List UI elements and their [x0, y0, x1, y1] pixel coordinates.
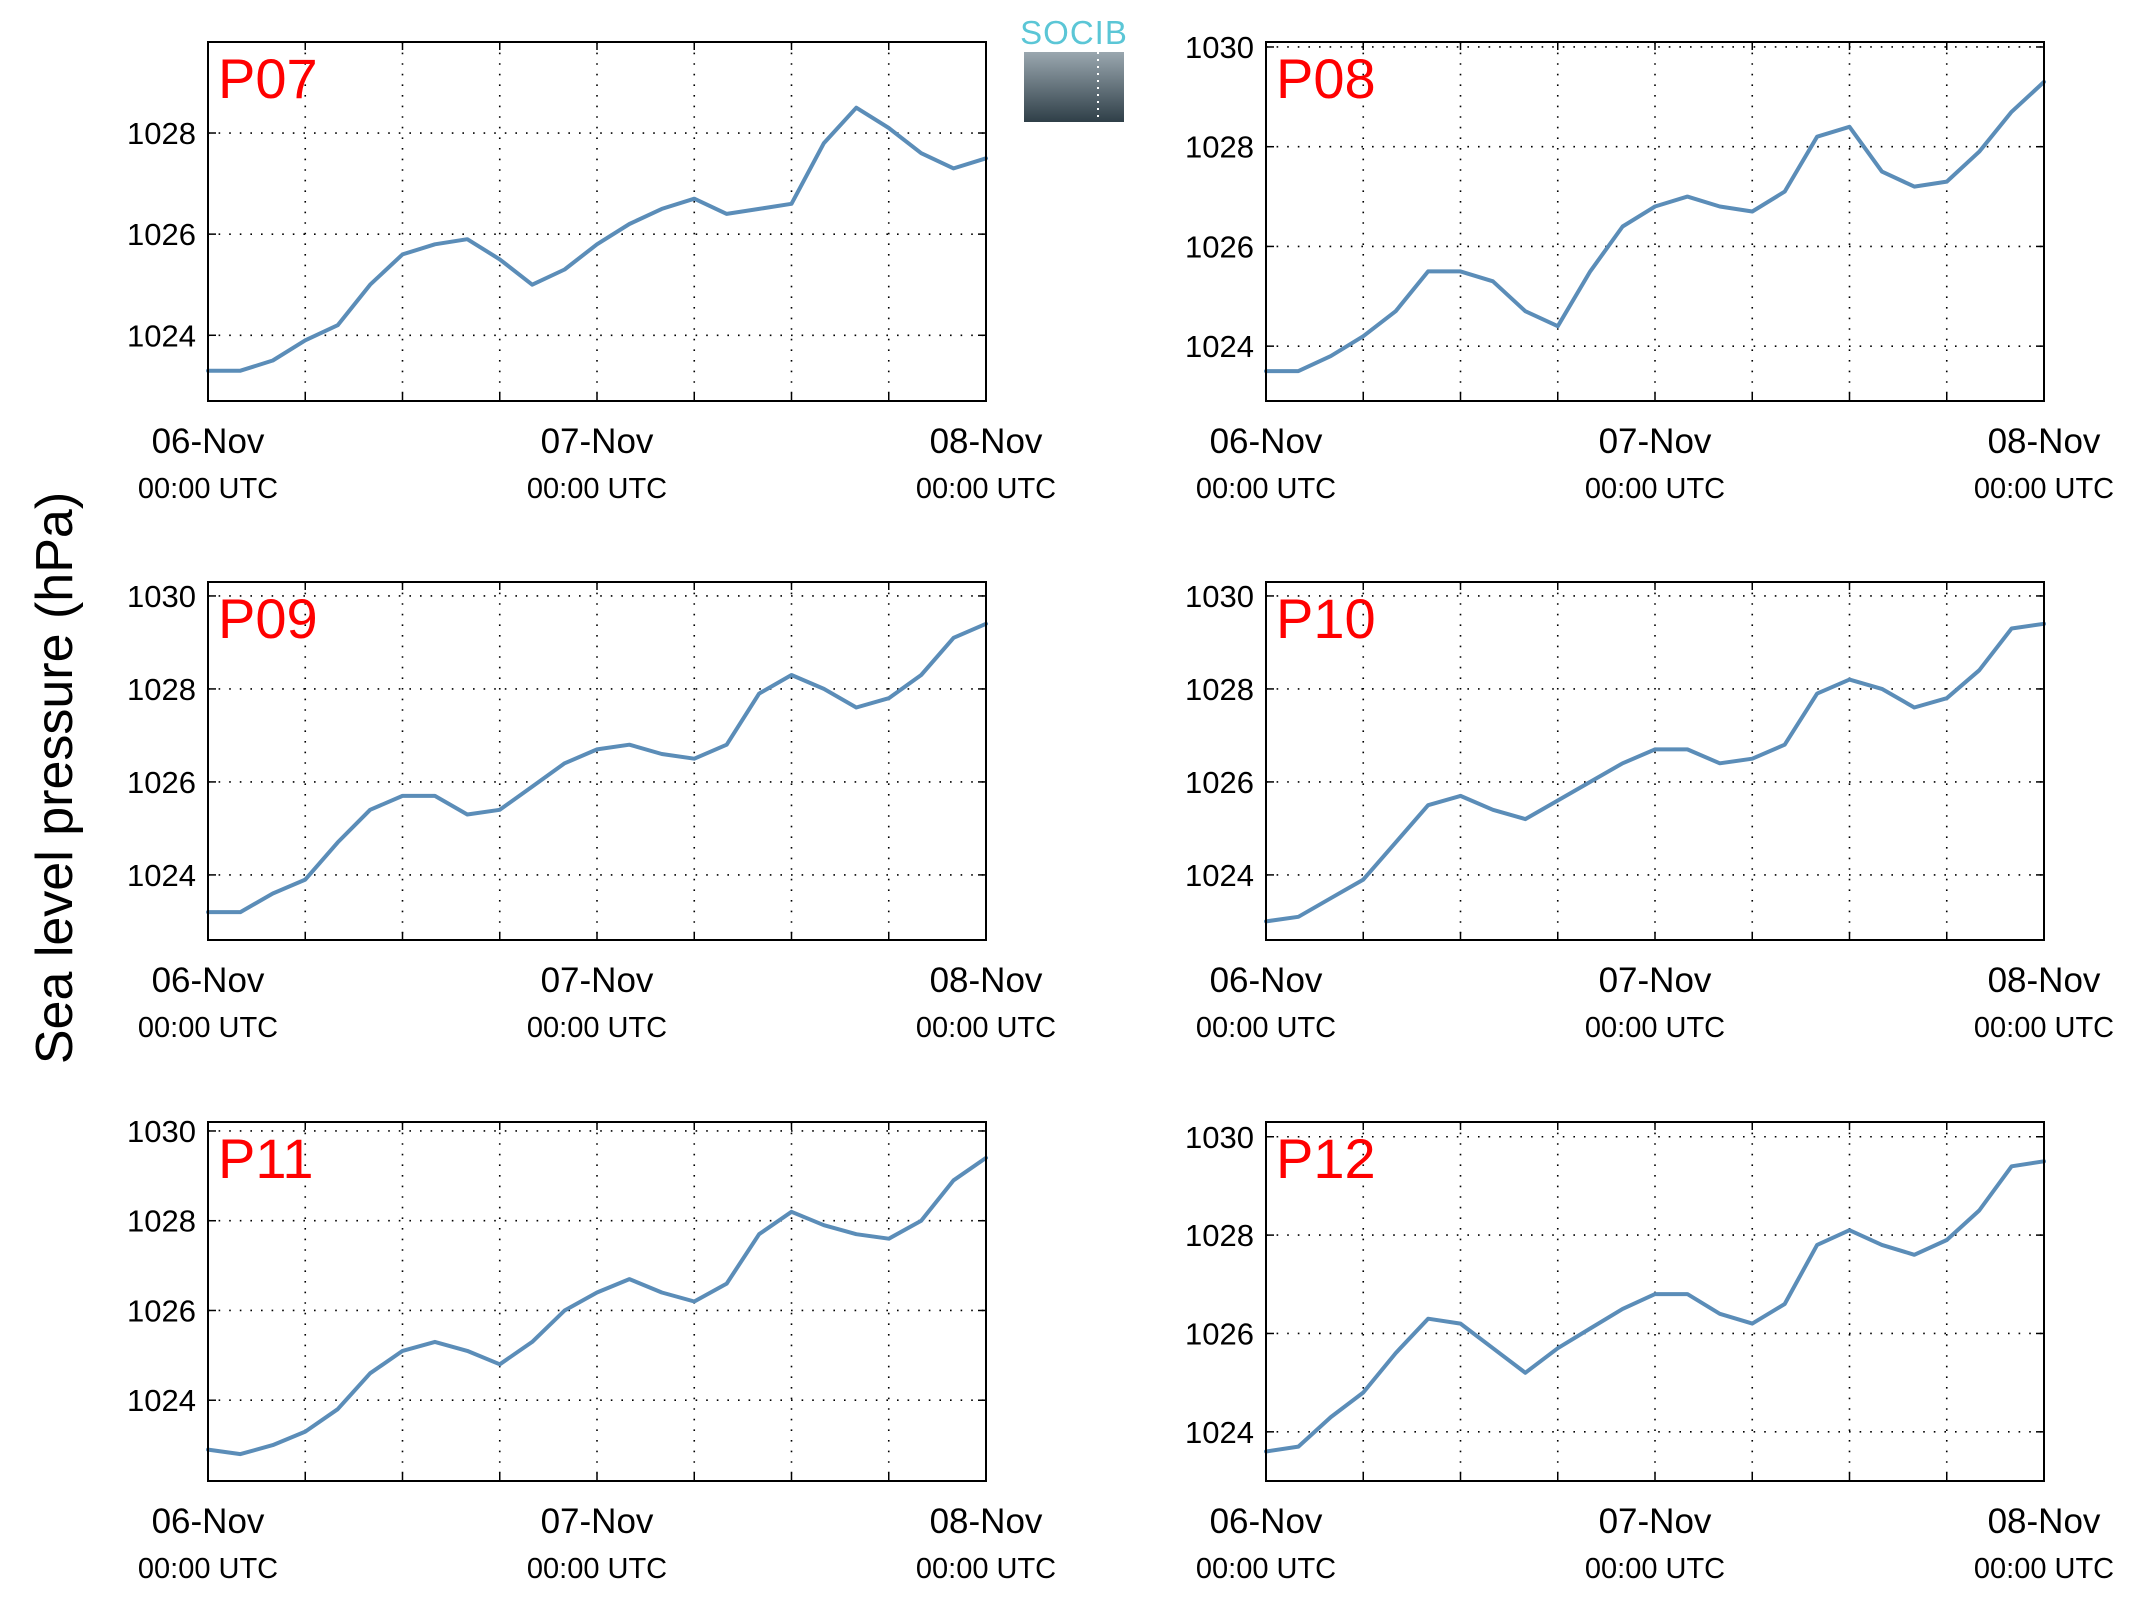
y-tick-label: 1024 — [127, 858, 196, 893]
y-tick-label: 1026 — [1185, 229, 1254, 264]
y-tick-label: 1026 — [1185, 1316, 1254, 1351]
panel-label: P07 — [218, 47, 318, 110]
x-tick-sublabel: 00:00 UTC — [527, 1553, 667, 1585]
panel-label: P08 — [1276, 47, 1376, 110]
y-tick-label: 1026 — [127, 217, 196, 252]
panel-label: P12 — [1276, 1127, 1376, 1190]
y-tick-label: 1026 — [1185, 765, 1254, 800]
x-tick-sublabel: 00:00 UTC — [1585, 1012, 1725, 1044]
x-tick-sublabel: 00:00 UTC — [1585, 1553, 1725, 1585]
x-tick-label: 06-Nov — [1210, 961, 1323, 1000]
series-line — [206, 1155, 988, 1457]
y-tick-label: 1024 — [127, 318, 196, 353]
socib-logo: SOCIB — [1020, 14, 1128, 122]
x-tick-sublabel: 00:00 UTC — [138, 1553, 278, 1585]
x-tick-sublabel: 00:00 UTC — [1974, 473, 2114, 505]
panel-p11: 1024 1026 1028 1030 06-Nov 00:00 UTC 07-Nov 00:… — [127, 1114, 1056, 1585]
y-tick-label: 1028 — [127, 672, 196, 707]
y-tick-label: 1030 — [1185, 579, 1254, 614]
y-tick-label: 1024 — [1185, 1415, 1254, 1450]
socib-logo-shape — [1024, 52, 1124, 122]
series-line — [1264, 1159, 2046, 1454]
plot-frame — [207, 41, 987, 402]
x-tick-label: 06-Nov — [152, 961, 265, 1000]
x-tick-sublabel: 00:00 UTC — [527, 473, 667, 505]
panels-container: 1024 1026 1028 06-Nov 00:00 UTC 07-Nov 00:00 U… — [127, 30, 2114, 1585]
y-tick-label: 1024 — [1185, 329, 1254, 364]
x-tick-label: 08-Nov — [1988, 1502, 2101, 1541]
y-tick-label: 1026 — [127, 1293, 196, 1328]
series-line — [206, 105, 988, 373]
y-tick-label: 1028 — [1185, 672, 1254, 707]
x-tick-label: 07-Nov — [541, 1502, 654, 1541]
x-tick-label: 07-Nov — [541, 422, 654, 461]
x-tick-sublabel: 00:00 UTC — [527, 1012, 667, 1044]
y-axis-label: Sea level pressure (hPa) — [26, 492, 84, 1064]
y-tick-label: 1030 — [127, 1114, 196, 1149]
y-tick-label: 1028 — [127, 116, 196, 151]
socib-logo-text: SOCIB — [1020, 14, 1128, 51]
x-tick-sublabel: 00:00 UTC — [916, 473, 1056, 505]
x-tick-label: 07-Nov — [541, 961, 654, 1000]
x-tick-sublabel: 00:00 UTC — [1196, 473, 1336, 505]
y-tick-label: 1024 — [1185, 858, 1254, 893]
x-tick-label: 06-Nov — [1210, 1502, 1323, 1541]
x-tick-sublabel: 00:00 UTC — [1974, 1012, 2114, 1044]
plot-frame — [1265, 1121, 2045, 1482]
x-tick-label: 07-Nov — [1599, 422, 1712, 461]
x-tick-sublabel: 00:00 UTC — [1196, 1012, 1336, 1044]
x-tick-label: 08-Nov — [930, 422, 1043, 461]
y-tick-label: 1028 — [1185, 130, 1254, 165]
x-tick-label: 08-Nov — [1988, 961, 2101, 1000]
plot-frame — [1265, 581, 2045, 941]
y-tick-label: 1028 — [1185, 1218, 1254, 1253]
panel-p08: 1024 1026 1028 1030 06-Nov 00:00 UTC 07-Nov 00:… — [1185, 30, 2114, 505]
panel-label: P11 — [218, 1127, 313, 1190]
x-tick-label: 08-Nov — [1988, 422, 2101, 461]
x-tick-label: 07-Nov — [1599, 1502, 1712, 1541]
panel-p10: 1024 1026 1028 1030 06-Nov 00:00 UTC 07-Nov 00:… — [1185, 579, 2114, 1044]
plot-frame — [207, 1121, 987, 1482]
x-tick-sublabel: 00:00 UTC — [916, 1553, 1056, 1585]
plot-frame — [1265, 41, 2045, 402]
y-tick-label: 1030 — [1185, 30, 1254, 65]
x-tick-sublabel: 00:00 UTC — [138, 1012, 278, 1044]
y-tick-label: 1030 — [127, 579, 196, 614]
series-line — [1264, 79, 2046, 374]
panel-p09: 1024 1026 1028 1030 06-Nov 00:00 UTC 07-Nov 00:… — [127, 579, 1056, 1044]
x-tick-label: 07-Nov — [1599, 961, 1712, 1000]
panel-label: P10 — [1276, 587, 1376, 650]
x-tick-sublabel: 00:00 UTC — [916, 1012, 1056, 1044]
x-tick-label: 08-Nov — [930, 961, 1043, 1000]
y-tick-label: 1030 — [1185, 1120, 1254, 1155]
panel-p07: 1024 1026 1028 06-Nov 00:00 UTC 07-Nov 00:00 U… — [127, 41, 1056, 505]
x-tick-label: 06-Nov — [152, 1502, 265, 1541]
x-tick-sublabel: 00:00 UTC — [1974, 1553, 2114, 1585]
y-tick-label: 1026 — [127, 765, 196, 800]
x-tick-sublabel: 00:00 UTC — [1585, 473, 1725, 505]
plot-frame — [207, 581, 987, 941]
x-tick-label: 06-Nov — [152, 422, 265, 461]
x-tick-label: 06-Nov — [1210, 422, 1323, 461]
series-line — [1264, 621, 2046, 924]
x-tick-sublabel: 00:00 UTC — [138, 473, 278, 505]
y-tick-label: 1028 — [127, 1204, 196, 1239]
y-tick-label: 1024 — [127, 1383, 196, 1418]
panel-label: P09 — [218, 587, 318, 650]
x-tick-sublabel: 00:00 UTC — [1196, 1553, 1336, 1585]
x-tick-label: 08-Nov — [930, 1502, 1043, 1541]
panel-p12: 1024 1026 1028 1030 06-Nov 00:00 UTC 07-Nov 00:… — [1185, 1120, 2114, 1585]
series-line — [206, 621, 988, 915]
